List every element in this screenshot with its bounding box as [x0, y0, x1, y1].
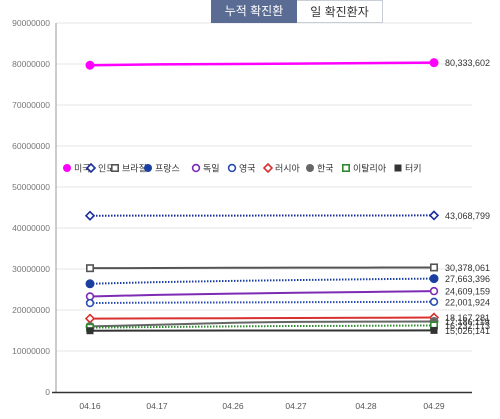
data-label: 15,026,141	[445, 326, 490, 336]
tab-daily-cases[interactable]: 일 확진환자	[297, 0, 383, 23]
legend-label: 인도	[98, 164, 115, 174]
data-label: 30,378,061	[445, 263, 490, 273]
y-tick-label: 10000000	[12, 346, 50, 356]
legend-label: 터키	[405, 164, 422, 174]
x-tick-label: 04.16	[79, 401, 101, 411]
data-point	[85, 298, 95, 308]
data-point	[429, 286, 439, 296]
x-tick-label: 04.17	[146, 401, 168, 411]
data-point	[428, 210, 440, 221]
legend-label: 독일	[203, 164, 220, 174]
y-tick-label: 50000000	[12, 182, 50, 192]
y-tick-label: 20000000	[12, 305, 50, 315]
data-point	[191, 163, 201, 173]
data-point	[341, 164, 350, 173]
data-point	[262, 162, 274, 174]
series-line	[89, 290, 435, 298]
legend-label: 이탈리아	[353, 164, 387, 174]
data-point	[429, 297, 439, 306]
data-label: 18,167,281	[445, 313, 490, 323]
data-point	[86, 327, 94, 335]
data-point	[85, 279, 95, 289]
x-tick-label: 04.26	[222, 401, 244, 411]
data-label: 43,068,799	[445, 211, 490, 221]
y-tick-label: 70000000	[12, 100, 50, 110]
legend-label: 러시아	[275, 164, 301, 174]
data-point	[394, 164, 402, 172]
series-line	[89, 61, 435, 67]
y-tick-label: 0	[45, 387, 50, 397]
legend-label: 한국	[317, 164, 334, 174]
data-point	[85, 162, 97, 174]
legend-label: 브라질	[122, 163, 147, 174]
legend-label: 프랑스	[155, 163, 180, 174]
data-point	[429, 274, 439, 284]
legend-label: 영국	[239, 164, 256, 174]
chart-tabs: 누적 확진환자 일 확진환자	[211, 0, 383, 41]
y-tick-label: 90000000	[12, 18, 50, 28]
y-tick-label: 40000000	[12, 223, 50, 233]
series-line	[89, 316, 435, 320]
data-point	[144, 164, 152, 172]
data-point	[227, 163, 237, 173]
data-label: 27,663,396	[445, 274, 490, 284]
data-point	[85, 60, 95, 70]
x-tick-label: 04.29	[423, 401, 445, 411]
data-label: 24,609,159	[445, 287, 490, 297]
data-label: 16,232,173	[445, 321, 490, 331]
series-line	[89, 320, 435, 328]
series-line	[89, 300, 435, 305]
x-tick-label: 04.27	[285, 401, 307, 411]
y-tick-label: 60000000	[12, 141, 50, 151]
y-tick-label: 80000000	[12, 59, 50, 69]
x-tick-label: 04.28	[355, 401, 377, 411]
data-point	[429, 58, 439, 68]
series-line	[89, 324, 435, 329]
data-point	[86, 264, 95, 273]
data-point	[111, 164, 120, 173]
data-point	[429, 263, 438, 272]
data-point	[306, 164, 314, 172]
data-point	[430, 326, 438, 334]
series-line	[89, 266, 435, 270]
data-point	[84, 313, 96, 324]
data-point	[84, 210, 96, 221]
y-tick-label: 30000000	[12, 264, 50, 274]
legend-label: 미국	[74, 164, 91, 174]
data-point	[63, 164, 71, 172]
tab-cumulative-cases[interactable]: 누적 확진환자	[211, 0, 297, 41]
data-label: 17,186,119	[445, 317, 489, 327]
data-label: 80,333,602	[445, 58, 490, 68]
series-line	[89, 277, 435, 285]
data-label: 22,001,924	[445, 297, 490, 307]
